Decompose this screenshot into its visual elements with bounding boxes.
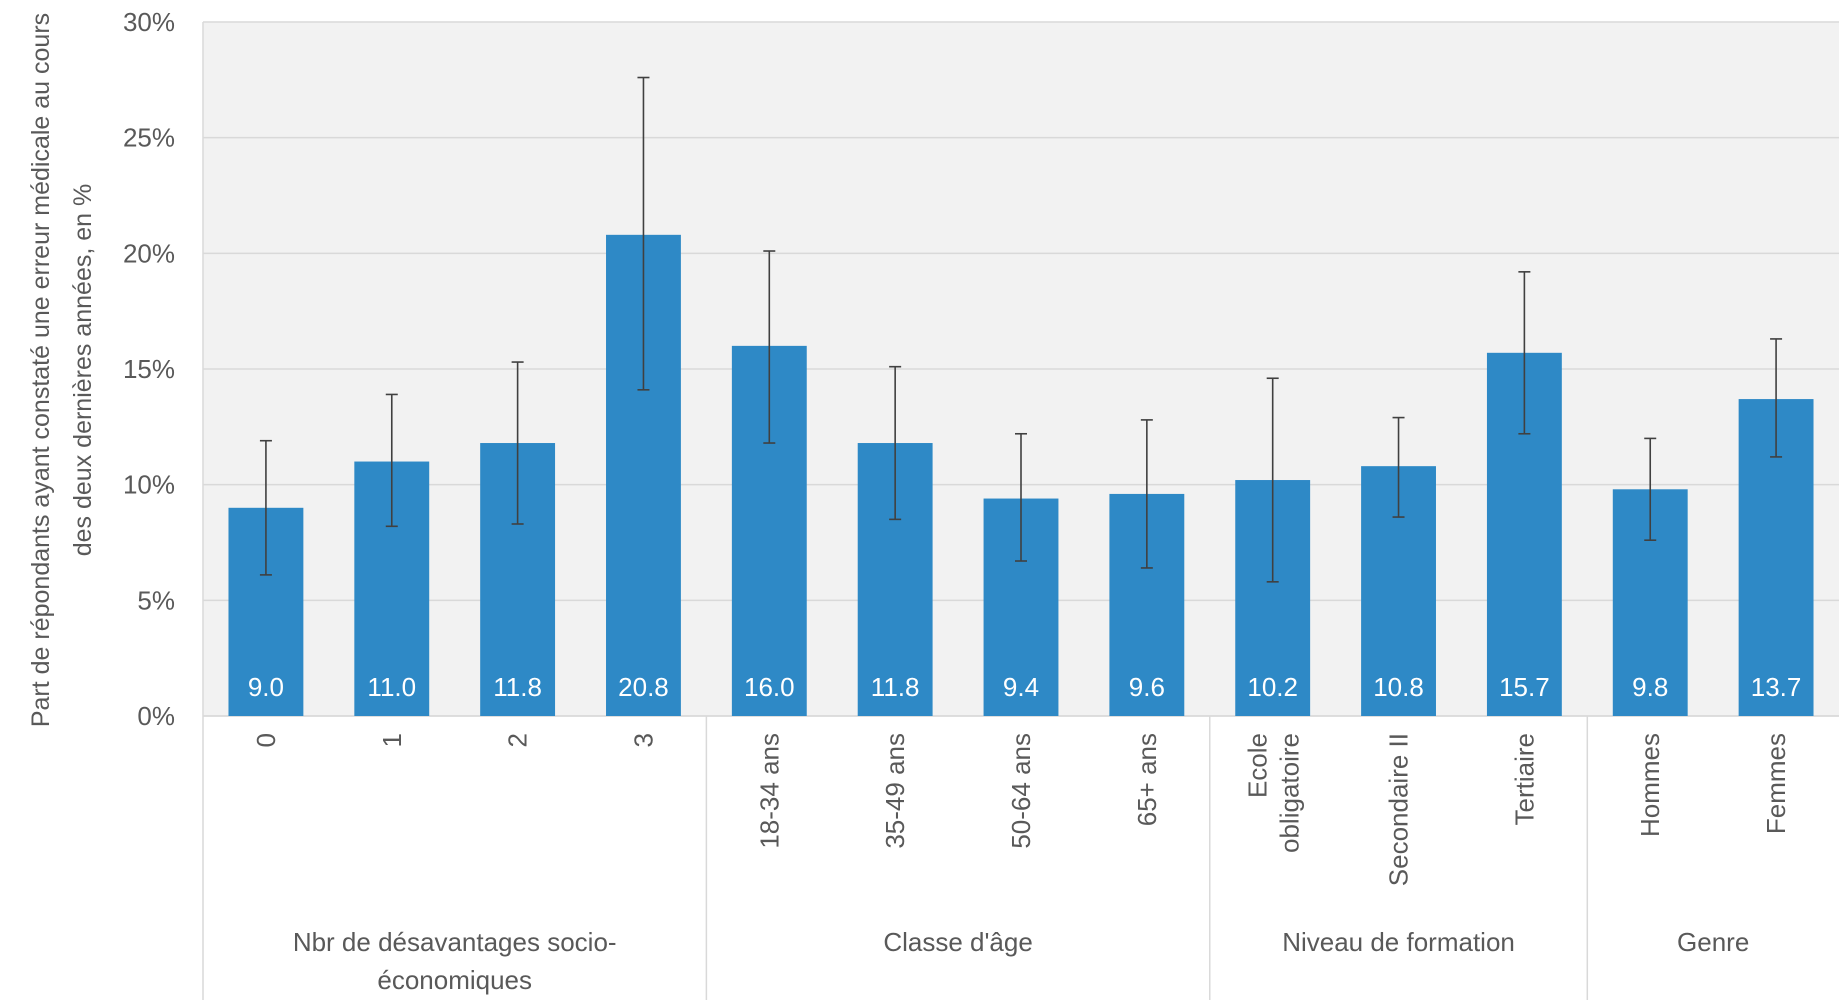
y-axis-title: Part de répondants ayant constaté une er… — [27, 12, 97, 728]
x-tick-label: Secondaire II — [1384, 733, 1414, 886]
x-tick-label: 18-34 ans — [754, 733, 784, 849]
data-label: 9.8 — [1632, 672, 1668, 702]
data-label: 20.8 — [618, 672, 669, 702]
y-tick-label: 10% — [123, 470, 175, 500]
data-label: 11.0 — [367, 672, 416, 702]
group-label: Niveau de formation — [1282, 927, 1515, 957]
x-tick-label: 35-49 ans — [880, 733, 910, 849]
x-tick-label: 2 — [503, 733, 533, 747]
x-tick-label: 0 — [251, 733, 281, 747]
x-tick-label: Femmes — [1761, 733, 1791, 834]
data-label: 11.8 — [871, 672, 920, 702]
data-label: 9.0 — [248, 672, 284, 702]
data-label: 10.8 — [1373, 672, 1424, 702]
x-tick-label: 3 — [628, 733, 658, 747]
y-tick-label: 0% — [137, 701, 175, 731]
x-tick-label: Ecoleobligatoire — [1243, 733, 1305, 853]
x-tick-label: Hommes — [1635, 733, 1665, 837]
group-label: Genre — [1677, 927, 1749, 957]
y-tick-label: 30% — [123, 7, 175, 37]
y-tick-label: 25% — [123, 123, 175, 153]
y-tick-label: 15% — [123, 354, 175, 384]
data-label: 16.0 — [744, 672, 795, 702]
data-label: 15.7 — [1499, 672, 1550, 702]
x-tick-label: Tertiaire — [1509, 733, 1539, 825]
x-tick-label: 1 — [377, 733, 407, 747]
data-label: 9.4 — [1003, 672, 1039, 702]
data-label: 10.2 — [1247, 672, 1298, 702]
y-tick-label: 20% — [123, 238, 175, 268]
group-label: Nbr de désavantages socio-économiques — [293, 927, 617, 995]
group-label: Classe d'âge — [883, 927, 1033, 957]
data-label: 9.6 — [1129, 672, 1165, 702]
x-tick-label: 65+ ans — [1132, 733, 1162, 826]
x-tick-label: 50-64 ans — [1006, 733, 1036, 849]
data-label: 11.8 — [493, 672, 542, 702]
data-label: 13.7 — [1751, 672, 1802, 702]
y-tick-label: 5% — [137, 585, 175, 615]
